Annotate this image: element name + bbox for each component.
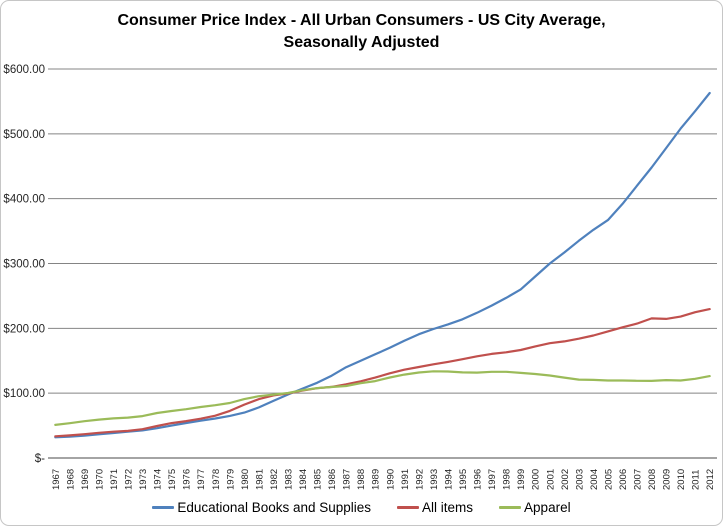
legend-label: Educational Books and Supplies bbox=[177, 500, 372, 515]
x-axis-tick-label: 2005 bbox=[603, 469, 614, 490]
y-axis-tick-label: $200.00 bbox=[3, 323, 45, 335]
x-axis-tick-label: 2001 bbox=[545, 469, 556, 490]
x-axis-tick-label: 1978 bbox=[211, 469, 222, 490]
x-axis-tick-label: 2002 bbox=[560, 469, 571, 490]
x-axis-tick-label: 1977 bbox=[196, 469, 207, 490]
x-axis-tick-label: 1987 bbox=[342, 469, 353, 490]
x-axis-tick-label: 1967 bbox=[51, 469, 62, 490]
x-axis-tick-label: 1988 bbox=[356, 469, 367, 490]
x-axis-tick-label: 1989 bbox=[371, 469, 382, 490]
x-axis-tick-label: 1981 bbox=[254, 469, 265, 490]
y-gridlines bbox=[48, 68, 717, 394]
chart-title-line-1: Consumer Price Index - All Urban Consume… bbox=[117, 12, 606, 29]
x-axis-tick-label: 2003 bbox=[574, 469, 585, 490]
x-axis-tick-label: 1991 bbox=[400, 469, 411, 490]
x-axis-tick-label: 1980 bbox=[240, 469, 251, 490]
x-axis-tick-label: 2012 bbox=[705, 469, 716, 490]
x-axis-tick-label: 1986 bbox=[327, 469, 338, 490]
legend-label: All items bbox=[422, 500, 474, 515]
y-axis-tick-label: $- bbox=[35, 453, 45, 465]
x-axis-tick-label: 2007 bbox=[633, 469, 644, 490]
x-axis-tick-label: 2011 bbox=[691, 470, 702, 490]
chart-title-line-2: Seasonally Adjusted bbox=[283, 34, 440, 51]
x-axis-tick-label: 2004 bbox=[589, 469, 600, 490]
x-axis-tick-label: 1976 bbox=[182, 469, 193, 490]
x-axis-tick-label: 1996 bbox=[473, 469, 484, 490]
x-axis-tick-label: 2006 bbox=[618, 469, 629, 490]
series-line-apparel bbox=[54, 370, 711, 426]
x-axis-tick-label: 1992 bbox=[414, 469, 425, 490]
y-axis-tick-label: $300.00 bbox=[3, 259, 45, 271]
x-axis-tick-label: 2000 bbox=[531, 469, 542, 490]
series-line-educational-books-and-supplies bbox=[54, 91, 711, 439]
x-axis-tick-label: 1970 bbox=[94, 469, 105, 490]
series-lines bbox=[54, 91, 711, 439]
x-axis-tick-label: 1995 bbox=[458, 469, 469, 490]
x-axis-tick-label: 2008 bbox=[647, 469, 658, 490]
x-axis-tick-label: 1969 bbox=[80, 469, 91, 490]
legend-line-swatch-green bbox=[499, 506, 522, 509]
y-axis-tick-label: $600.00 bbox=[3, 64, 45, 76]
x-axis-tick-label: 1979 bbox=[225, 469, 236, 490]
chart-title: Consumer Price Index - All Urban Consume… bbox=[1, 10, 722, 54]
y-axis-labels: $- $100.00 $200.00 $300.00 $400.00 $500.00 $60… bbox=[3, 64, 45, 465]
legend-line-swatch-red bbox=[397, 506, 420, 509]
legend-line-swatch-blue bbox=[152, 506, 175, 509]
x-axis-tick-label: 1983 bbox=[283, 469, 294, 490]
y-axis-tick-label: $400.00 bbox=[3, 194, 45, 206]
x-axis-tick-label: 1973 bbox=[138, 469, 149, 490]
x-axis-tick-label: 1982 bbox=[269, 469, 280, 490]
x-axis-tick-label: 1974 bbox=[153, 469, 164, 490]
x-axis-tick-label: 2009 bbox=[662, 469, 673, 490]
x-axis-tick-label: 1972 bbox=[123, 469, 134, 490]
x-axis-tick-label: 1985 bbox=[313, 469, 324, 490]
legend-item-educational-books-and-supplies: Educational Books and Supplies bbox=[152, 500, 371, 515]
x-axis-labels: 1967 1968 1969 1970 1971 1972 1973 1974 1975 1976… bbox=[51, 469, 716, 490]
series-line-all-items bbox=[54, 308, 711, 438]
x-axis-tick-label: 1968 bbox=[65, 469, 76, 490]
chart-legend: Educational Books and Supplies All items… bbox=[1, 500, 722, 515]
legend-label: Apparel bbox=[524, 500, 571, 515]
x-axis-tick-label: 1993 bbox=[429, 469, 440, 490]
x-axis-tick-label: 1975 bbox=[167, 469, 178, 490]
legend-item-all-items: All items bbox=[397, 500, 473, 515]
x-axis-tick-label: 1999 bbox=[516, 469, 527, 490]
y-axis-tick-label: $100.00 bbox=[3, 388, 45, 400]
legend-item-apparel: Apparel bbox=[499, 500, 571, 515]
x-axis-tick-label: 2010 bbox=[676, 469, 687, 490]
x-axis-tick-label: 1984 bbox=[298, 469, 309, 490]
x-axis-tick-label: 1994 bbox=[443, 469, 454, 490]
x-axis-tick-label: 1997 bbox=[487, 469, 498, 490]
y-axis-tick-label: $500.00 bbox=[3, 129, 45, 141]
x-axis-tick-label: 1990 bbox=[385, 469, 396, 490]
x-axis-tick-label: 1971 bbox=[109, 469, 120, 490]
x-axis-tick-label: 1998 bbox=[502, 469, 513, 490]
